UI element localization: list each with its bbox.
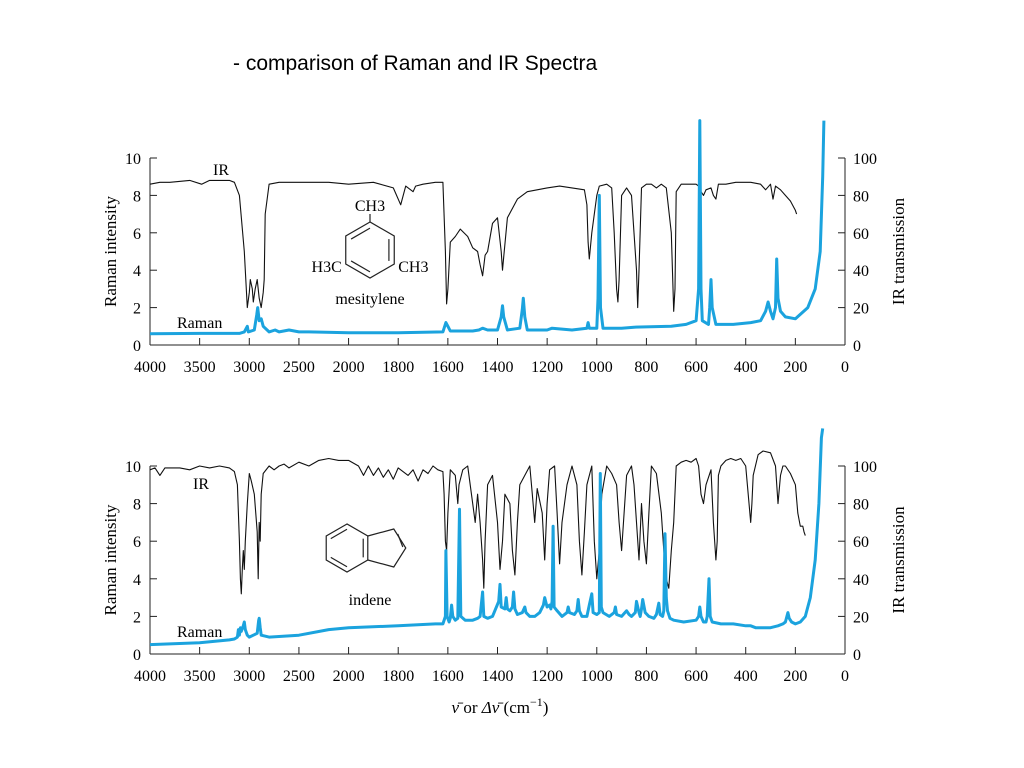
x-tick-label: 1800: [382, 668, 414, 685]
x-tick-label: 3500: [184, 668, 216, 685]
x-tick-label: 2000: [333, 359, 365, 376]
x-tick-label: 1400: [482, 668, 514, 685]
double-bond: [330, 556, 348, 568]
series-label-raman: Raman: [177, 624, 222, 641]
x-tick-label: 4000: [134, 668, 166, 685]
series-label-raman: Raman: [177, 315, 222, 332]
five-ring: [367, 528, 407, 568]
y2-tick-label: 60: [853, 534, 869, 551]
x-tick-label: 0: [841, 668, 849, 685]
y2-axis-title: IR transmission: [889, 197, 908, 305]
x-axis-unit-exp: −1: [530, 695, 543, 709]
y2-tick-label: 80: [853, 497, 869, 514]
x-tick-label: 2500: [283, 668, 315, 685]
x-tick-label: 4000: [134, 359, 166, 376]
substituent-top: CH3: [355, 198, 385, 215]
x-axis-or: or: [459, 698, 482, 717]
benzene-ring: [345, 221, 395, 279]
series-line-ir: [149, 450, 806, 595]
x-tick-label: 1600: [432, 359, 464, 376]
substituent-left: H3C: [312, 259, 342, 276]
double-bond: [397, 533, 404, 548]
x-tick-label: 400: [734, 359, 758, 376]
y2-tick-label: 60: [853, 226, 869, 243]
y-tick-label: 2: [133, 609, 141, 626]
series-label-ir: IR: [193, 476, 209, 493]
slide-title: - comparison of Raman and IR Spectra: [233, 52, 598, 75]
x-tick-label: 1600: [432, 668, 464, 685]
x-tick-label: 2000: [333, 668, 365, 685]
y2-tick-label: 100: [853, 459, 877, 476]
double-bond: [350, 227, 371, 240]
x-axis-title: ν̄ or Δν̄ (cm−1): [452, 695, 549, 717]
compound-label: indene: [349, 592, 392, 609]
x-tick-label: 600: [684, 668, 708, 685]
y-tick-label: 4: [133, 572, 141, 589]
x-tick-label: 3000: [233, 668, 265, 685]
y2-tick-label: 0: [853, 338, 861, 355]
series-line-raman: [149, 428, 825, 647]
y-axis-title: Raman intensity: [101, 504, 120, 615]
x-tick-label: 600: [684, 359, 708, 376]
y-axis-title: Raman intensity: [101, 196, 120, 307]
compound-label: mesitylene: [335, 291, 404, 308]
y2-tick-label: 40: [853, 572, 869, 589]
benzene-ring: [325, 523, 369, 573]
y2-tick-label: 20: [853, 301, 869, 318]
y-tick-label: 4: [133, 263, 141, 280]
substituent-right: CH3: [398, 259, 428, 276]
x-tick-label: 2500: [283, 359, 315, 376]
x-tick-label: 1000: [581, 359, 613, 376]
x-tick-label: 200: [783, 359, 807, 376]
y-tick-label: 0: [133, 647, 141, 664]
y2-axis-title: IR transmission: [889, 506, 908, 614]
y2-tick-label: 80: [853, 188, 869, 205]
y-tick-label: 6: [133, 226, 141, 243]
y2-tick-label: 40: [853, 263, 869, 280]
x-tick-label: 3500: [184, 359, 216, 376]
series-label-ir: IR: [213, 162, 229, 179]
x-tick-label: 800: [634, 668, 658, 685]
y2-tick-label: 100: [853, 151, 877, 168]
y-tick-label: 10: [125, 151, 141, 168]
x-tick-label: 1000: [581, 668, 613, 685]
y-tick-label: 10: [125, 459, 141, 476]
y-tick-label: 2: [133, 301, 141, 318]
y-tick-label: 8: [133, 188, 141, 205]
series-line-raman: [149, 119, 826, 336]
x-tick-label: 1800: [382, 359, 414, 376]
y-tick-label: 0: [133, 338, 141, 355]
x-axis-unit: (cm: [499, 698, 530, 717]
x-tick-label: 0: [841, 359, 849, 376]
double-bond: [330, 528, 348, 540]
y-tick-label: 8: [133, 497, 141, 514]
x-tick-label: 800: [634, 359, 658, 376]
x-tick-label: 1400: [482, 359, 514, 376]
y2-tick-label: 20: [853, 609, 869, 626]
x-tick-label: 400: [734, 668, 758, 685]
x-tick-label: 1200: [531, 668, 563, 685]
x-axis-delta-symbol: Δν̄: [481, 698, 505, 717]
double-bond: [350, 260, 371, 273]
x-tick-label: 200: [783, 668, 807, 685]
x-tick-label: 1200: [531, 359, 563, 376]
y2-tick-label: 0: [853, 647, 861, 664]
y-tick-label: 6: [133, 534, 141, 551]
x-axis-unit-close: ): [543, 698, 549, 717]
x-tick-label: 3000: [233, 359, 265, 376]
